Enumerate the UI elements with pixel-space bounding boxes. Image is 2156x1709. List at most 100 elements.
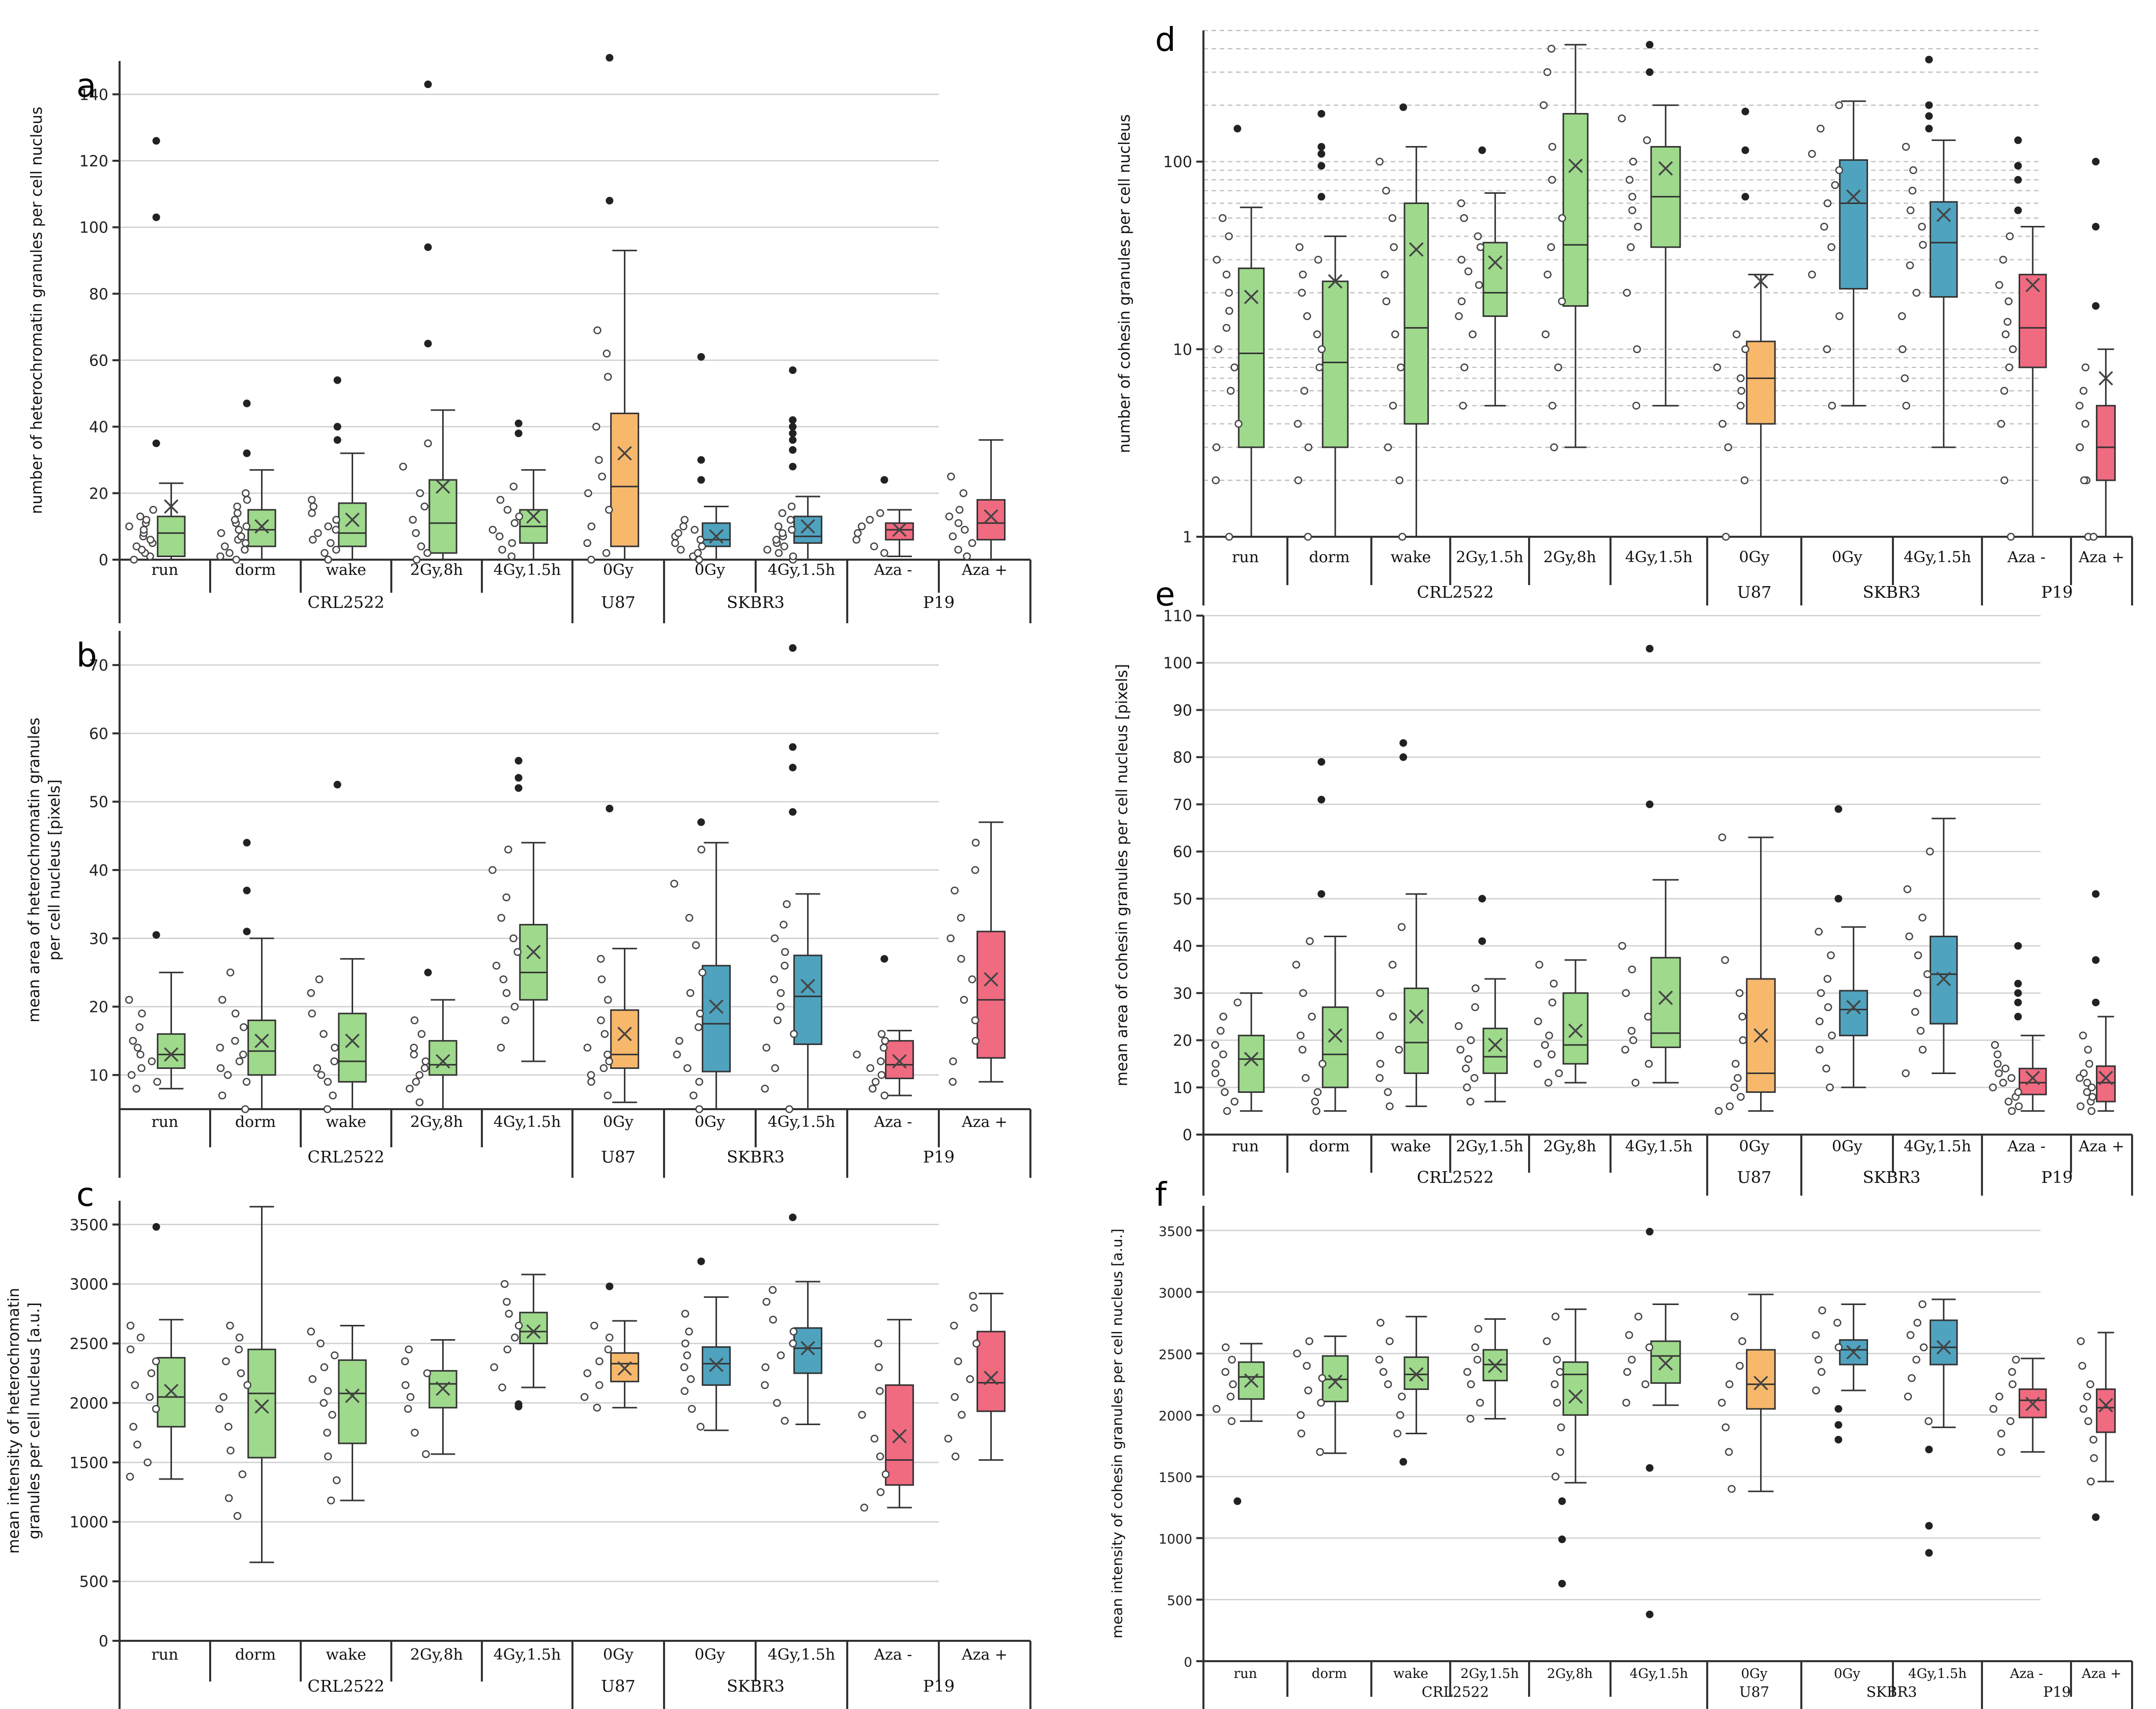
data-point: [1629, 1036, 1637, 1045]
box: [1321, 280, 1349, 448]
group-label: P19: [2043, 1684, 2071, 1700]
data-point: [1828, 1031, 1836, 1040]
data-point: [221, 542, 229, 551]
outlier-point: [514, 1400, 523, 1408]
group-label: U87: [601, 1676, 636, 1696]
data-point: [1908, 1374, 1916, 1382]
data-point: [2076, 443, 2084, 451]
mean-marker: [1936, 208, 1951, 222]
data-point: [590, 1321, 598, 1330]
y-tick-label: 3000: [1159, 1286, 1192, 1301]
box-series: [761, 1213, 823, 1426]
data-point: [1466, 1414, 1475, 1423]
data-point: [858, 1411, 866, 1419]
data-point: [1994, 1060, 2002, 1068]
data-point: [1632, 401, 1641, 410]
data-point: [1454, 1022, 1463, 1030]
data-point: [129, 1036, 137, 1045]
data-point: [1474, 232, 1482, 241]
category-label: 4Gy,1.5h: [494, 1646, 561, 1664]
data-point: [1808, 150, 1816, 158]
data-point: [1457, 199, 1465, 208]
data-point: [317, 1339, 325, 1348]
data-point: [587, 556, 595, 564]
data-point: [587, 522, 596, 531]
y-tick-label: 110: [1163, 607, 1192, 625]
data-point: [2085, 1060, 2093, 1068]
data-point: [510, 1002, 519, 1011]
mean-marker: [1846, 1000, 1861, 1015]
mean-marker: [1568, 1389, 1583, 1404]
box-series: [125, 137, 186, 564]
outlier-point: [2092, 1513, 2100, 1521]
data-point: [595, 1381, 603, 1389]
data-point: [1303, 1362, 1311, 1370]
data-point: [328, 1411, 336, 1419]
outlier-point: [1478, 937, 1486, 945]
data-point: [762, 1044, 770, 1052]
data-point: [1473, 1355, 1482, 1364]
data-point: [488, 866, 497, 874]
data-point: [857, 522, 866, 531]
category-label: 2Gy,1.5h: [1456, 1138, 1523, 1155]
data-point: [1218, 214, 1227, 222]
data-point: [320, 1363, 328, 1372]
data-point: [681, 1339, 689, 1348]
data-point: [404, 1405, 412, 1413]
outlier-point: [2092, 998, 2100, 1006]
y-axis-label: mean intensity of heterochromatin granule…: [5, 1288, 43, 1554]
data-point: [1303, 312, 1311, 321]
box: [702, 522, 731, 547]
data-point: [698, 542, 706, 551]
data-point: [417, 1030, 426, 1038]
box: [1403, 202, 1429, 425]
category-label: 4Gy,1.5h: [768, 1646, 836, 1664]
data-point: [497, 1044, 505, 1052]
outlier-point: [2014, 1012, 2022, 1021]
data-point: [966, 1375, 974, 1383]
data-point: [146, 536, 155, 544]
outlier-point: [789, 436, 797, 444]
data-point: [788, 526, 796, 534]
data-point: [761, 1084, 769, 1093]
data-point: [503, 506, 512, 514]
data-point: [321, 549, 329, 557]
box-series: [858, 1319, 914, 1512]
data-point: [1741, 345, 1749, 354]
data-point: [1827, 243, 1835, 251]
data-point: [223, 1071, 232, 1079]
mean-marker: [1753, 1028, 1768, 1043]
data-point: [1384, 443, 1392, 451]
data-point: [881, 1036, 889, 1045]
outlier-point: [1317, 142, 1326, 151]
data-point: [696, 536, 705, 544]
data-point: [1736, 1362, 1744, 1370]
category-label: 4Gy,1.5h: [1908, 1666, 1967, 1682]
data-point: [1304, 1386, 1312, 1395]
data-point: [324, 1452, 332, 1461]
panel-d: 1 10 100 number of cohesin granules per cel…: [1116, 21, 2133, 605]
data-point: [1219, 1050, 1227, 1059]
data-point: [2004, 297, 2013, 305]
data-point: [674, 529, 682, 537]
box: [2019, 1067, 2047, 1095]
data-point: [1230, 363, 1239, 371]
group-label: SKBR3: [1863, 1168, 1921, 1187]
y-tick-label: 0: [99, 1633, 108, 1650]
outlier-point: [697, 353, 705, 361]
mean-marker: [1936, 1340, 1951, 1355]
data-point: [945, 512, 954, 520]
data-point: [1379, 1368, 1388, 1376]
data-point: [1558, 297, 1566, 305]
data-point: [1916, 1027, 1925, 1035]
data-point: [421, 1057, 430, 1065]
panel-letter: b: [76, 637, 97, 675]
data-point: [241, 545, 249, 554]
data-point: [957, 914, 965, 922]
y-tick-label: 20: [89, 999, 108, 1017]
data-point: [1221, 1368, 1229, 1376]
data-point: [137, 1064, 146, 1073]
data-point: [237, 1369, 245, 1377]
data-point: [680, 515, 689, 524]
data-point: [1390, 243, 1398, 251]
